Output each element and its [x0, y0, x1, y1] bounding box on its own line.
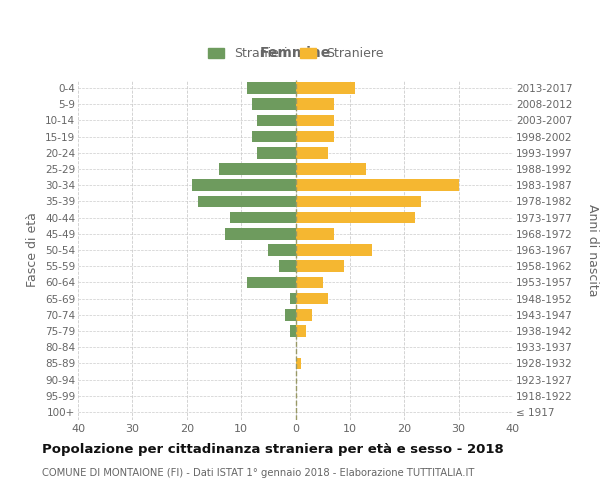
Bar	[296, 358, 301, 369]
Bar	[296, 260, 344, 272]
Bar	[296, 196, 421, 207]
Bar	[284, 309, 296, 320]
Bar	[257, 114, 296, 126]
Bar	[230, 212, 296, 224]
Y-axis label: Anni di nascita: Anni di nascita	[586, 204, 599, 296]
Bar	[296, 114, 334, 126]
Bar	[290, 325, 296, 337]
Bar	[296, 82, 355, 94]
Bar	[296, 163, 366, 175]
Bar	[279, 260, 296, 272]
Bar	[296, 212, 415, 224]
Bar	[197, 196, 296, 207]
Bar	[296, 180, 458, 191]
Text: Femmine: Femmine	[260, 46, 331, 60]
Bar	[296, 309, 312, 320]
Bar	[268, 244, 296, 256]
Bar	[225, 228, 296, 239]
Bar	[296, 147, 328, 158]
Bar	[247, 82, 296, 94]
Text: Popolazione per cittadinanza straniera per età e sesso - 2018: Popolazione per cittadinanza straniera p…	[42, 442, 504, 456]
Bar	[296, 228, 334, 239]
Bar	[296, 292, 328, 304]
Y-axis label: Fasce di età: Fasce di età	[26, 212, 40, 288]
Bar	[257, 147, 296, 158]
Bar	[252, 98, 296, 110]
Bar	[220, 163, 296, 175]
Legend: Stranieri, Straniere: Stranieri, Straniere	[203, 42, 389, 65]
Bar	[192, 180, 296, 191]
Bar	[247, 276, 296, 288]
Bar	[296, 276, 323, 288]
Bar	[290, 292, 296, 304]
Bar	[296, 131, 334, 142]
Bar	[252, 131, 296, 142]
Text: COMUNE DI MONTAIONE (FI) - Dati ISTAT 1° gennaio 2018 - Elaborazione TUTTITALIA.: COMUNE DI MONTAIONE (FI) - Dati ISTAT 1°…	[42, 468, 475, 477]
Bar	[296, 98, 334, 110]
Bar	[296, 244, 371, 256]
Bar	[296, 325, 307, 337]
